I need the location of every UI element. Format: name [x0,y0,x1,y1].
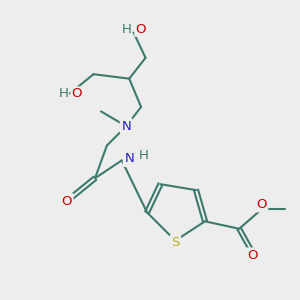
Text: O: O [135,23,146,36]
Text: H: H [58,87,68,100]
Text: O: O [71,87,82,100]
Text: S: S [171,236,179,249]
Text: O: O [61,195,72,208]
Text: H: H [139,149,149,162]
Text: N: N [124,152,134,165]
Text: H: H [121,23,131,36]
Text: N: N [121,120,131,133]
Text: O: O [247,249,258,262]
Text: O: O [256,198,267,211]
